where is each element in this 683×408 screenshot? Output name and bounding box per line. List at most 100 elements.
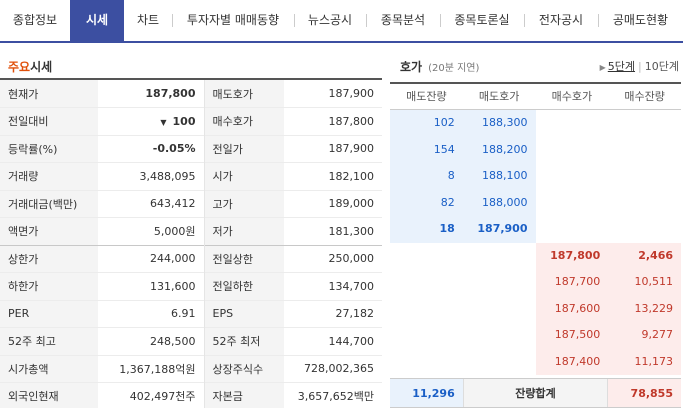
value-listed-shares: 728,002,365 — [304, 362, 374, 376]
label-open: 시가 — [203, 162, 284, 190]
total-row: 11,296 잔량합계 78,855 — [390, 378, 681, 408]
tab-discussion[interactable]: 종목토론실 — [440, 0, 524, 41]
label-capital: 자본금 — [203, 382, 284, 408]
label-trade-value: 거래대금(백만) — [0, 190, 98, 218]
empty-cell — [536, 163, 609, 190]
table-row: 액면가 5,000원 저가 181,300 — [0, 217, 382, 245]
label-52w-low: 52주 최저 — [203, 327, 284, 355]
tab-analysis[interactable]: 종목분석 — [366, 0, 440, 41]
label-prev-lower-limit: 전일하한 — [203, 272, 284, 300]
table-row: 52주 최고 248,500 52주 최저 144,700 — [0, 327, 382, 355]
orderbook-header: 호가 (20분 지연) ▶ 5단계 | 10단계 — [390, 54, 681, 80]
tab-news[interactable]: 뉴스공시 — [294, 0, 366, 41]
ask-price: 188,100 — [462, 163, 536, 190]
tab-investor-trend[interactable]: 투자자별 매매동향 — [172, 0, 294, 41]
bid-price: 187,500 — [535, 322, 609, 349]
label-bid-price: 매수호가 — [203, 107, 284, 135]
value-52w-high: 248,500 — [150, 334, 196, 348]
ask-qty: 102 — [390, 110, 463, 137]
empty-cell — [390, 296, 463, 323]
table-row: 거래량 3,488,095 시가 182,100 — [0, 162, 382, 190]
empty-cell — [608, 163, 681, 190]
main-quote-panel: 주요시세 현재가 187,800 매도호가 187,900 전일대비 ▼ 100 … — [0, 54, 382, 408]
bid-row: 187,600 13,229 — [390, 295, 681, 323]
total-ask-qty: 11,296 — [390, 379, 463, 407]
value-eps: 27,182 — [335, 307, 375, 321]
ask-row: 102 188,300 — [390, 110, 681, 137]
empty-cell — [390, 243, 463, 270]
ask-price: 188,200 — [462, 136, 536, 163]
orderbook-header-row: 매도잔량 매도호가 매수호가 매수잔량 — [390, 82, 681, 110]
value-market-cap: 1,367,188억원 — [119, 362, 196, 376]
bid-row: 187,700 10,511 — [390, 269, 681, 296]
header-ask-qty: 매도잔량 — [406, 90, 447, 103]
value-trade-value: 643,412 — [150, 197, 196, 211]
empty-cell — [536, 110, 609, 137]
total-bid-qty: 78,855 — [608, 379, 681, 407]
quote-table: 현재가 187,800 매도호가 187,900 전일대비 ▼ 100 매수호가 … — [0, 80, 382, 408]
table-row: 현재가 187,800 매도호가 187,900 — [0, 80, 382, 108]
value-prev-upper-limit: 250,000 — [328, 252, 375, 266]
tab-bar: 종합정보 시세 차트 투자자별 매매동향 뉴스공시 종목분석 종목토론실 전자공… — [0, 0, 683, 43]
tab-short-selling[interactable]: 공매도현황 — [598, 0, 683, 41]
value-low: 181,300 — [328, 224, 375, 238]
bid-row: 187,500 9,277 — [390, 322, 681, 349]
empty-cell — [608, 190, 681, 217]
ask-qty: 8 — [390, 163, 463, 190]
orderbook-panel: 호가 (20분 지연) ▶ 5단계 | 10단계 매도잔량 매도호가 매수호가 매수잔량… — [390, 54, 681, 408]
tab-chart[interactable]: 차트 — [136, 13, 160, 27]
bid-qty: 13,229 — [608, 295, 681, 322]
ask-row: 18 187,900 — [390, 216, 681, 243]
empty-cell — [390, 269, 463, 296]
tab-summary[interactable]: 종합정보 — [12, 13, 58, 27]
ask-qty: 154 — [390, 136, 463, 163]
label-change: 전일대비 — [0, 107, 98, 135]
value-high: 189,000 — [328, 197, 375, 211]
empty-cell — [608, 110, 681, 137]
step-5-link[interactable]: 5단계 — [607, 60, 636, 73]
empty-cell — [463, 296, 536, 323]
table-row: 외국인현재 402,497천주 자본금 3,657,652백만 — [0, 382, 382, 408]
header-bid-price: 매수호가 — [551, 90, 593, 103]
tab-disclosure[interactable]: 전자공시 — [524, 0, 598, 41]
label-low: 저가 — [203, 217, 284, 245]
empty-cell — [463, 322, 536, 349]
header-bid-qty: 매수잔량 — [624, 90, 665, 103]
label-eps: EPS — [203, 300, 284, 328]
table-row: PER 6.91 EPS 27,182 — [0, 300, 382, 328]
label-market-cap: 시가총액 — [0, 355, 98, 383]
label-par-value: 액면가 — [0, 217, 98, 245]
label-52w-high: 52주 최고 — [0, 327, 98, 355]
step-10-link[interactable]: 10단계 — [644, 60, 679, 73]
value-prev-lower-limit: 134,700 — [328, 279, 375, 293]
table-row: 전일대비 ▼ 100 매수호가 187,800 — [0, 107, 382, 135]
value-foreign-holdings: 402,497천주 — [129, 390, 196, 404]
ask-row: 154 188,200 — [390, 136, 681, 164]
empty-cell — [463, 269, 536, 296]
bid-price: 187,400 — [535, 348, 609, 375]
label-lower-limit: 하한가 — [0, 272, 98, 300]
label-listed-shares: 상장주식수 — [203, 355, 284, 383]
tab-quote[interactable]: 시세 — [70, 0, 124, 41]
delay-note: (20분 지연) — [428, 63, 480, 74]
empty-cell — [608, 216, 681, 243]
bid-qty: 2,466 — [608, 242, 681, 269]
value-capital: 3,657,652백만 — [297, 390, 374, 404]
empty-cell — [390, 322, 463, 349]
label-prev-close: 전일가 — [203, 135, 284, 163]
main-quote-title: 주요시세 — [0, 54, 382, 80]
value-current-price: 187,800 — [145, 87, 196, 100]
value-volume: 3,488,095 — [139, 169, 196, 183]
table-row: 거래대금(백만) 643,412 고가 189,000 — [0, 190, 382, 218]
value-change-rate: -0.05% — [152, 142, 196, 156]
ask-row: 82 188,000 — [390, 189, 681, 217]
label-volume: 거래량 — [0, 162, 98, 190]
bid-price: 187,800 — [535, 242, 609, 269]
value-52w-low: 144,700 — [328, 334, 375, 348]
bid-price: 187,700 — [535, 269, 609, 296]
table-row: 하한가 131,600 전일하한 134,700 — [0, 272, 382, 300]
value-upper-limit: 244,000 — [150, 252, 196, 266]
ask-row: 8 188,100 — [390, 163, 681, 190]
label-prev-upper-limit: 전일상한 — [203, 245, 284, 273]
empty-cell — [608, 137, 681, 164]
